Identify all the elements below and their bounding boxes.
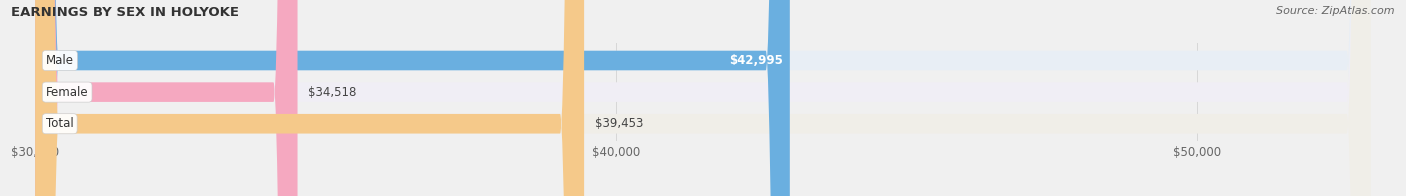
Text: Total: Total xyxy=(46,117,73,130)
FancyBboxPatch shape xyxy=(35,0,1371,196)
FancyBboxPatch shape xyxy=(35,0,1371,196)
FancyBboxPatch shape xyxy=(35,0,583,196)
Text: $39,453: $39,453 xyxy=(595,117,643,130)
Text: $34,518: $34,518 xyxy=(308,86,357,99)
Text: EARNINGS BY SEX IN HOLYOKE: EARNINGS BY SEX IN HOLYOKE xyxy=(11,6,239,19)
FancyBboxPatch shape xyxy=(35,0,790,196)
Text: Male: Male xyxy=(46,54,75,67)
FancyBboxPatch shape xyxy=(35,0,1371,196)
Text: Female: Female xyxy=(46,86,89,99)
Text: Source: ZipAtlas.com: Source: ZipAtlas.com xyxy=(1277,6,1395,16)
FancyBboxPatch shape xyxy=(35,0,298,196)
Text: $42,995: $42,995 xyxy=(730,54,783,67)
